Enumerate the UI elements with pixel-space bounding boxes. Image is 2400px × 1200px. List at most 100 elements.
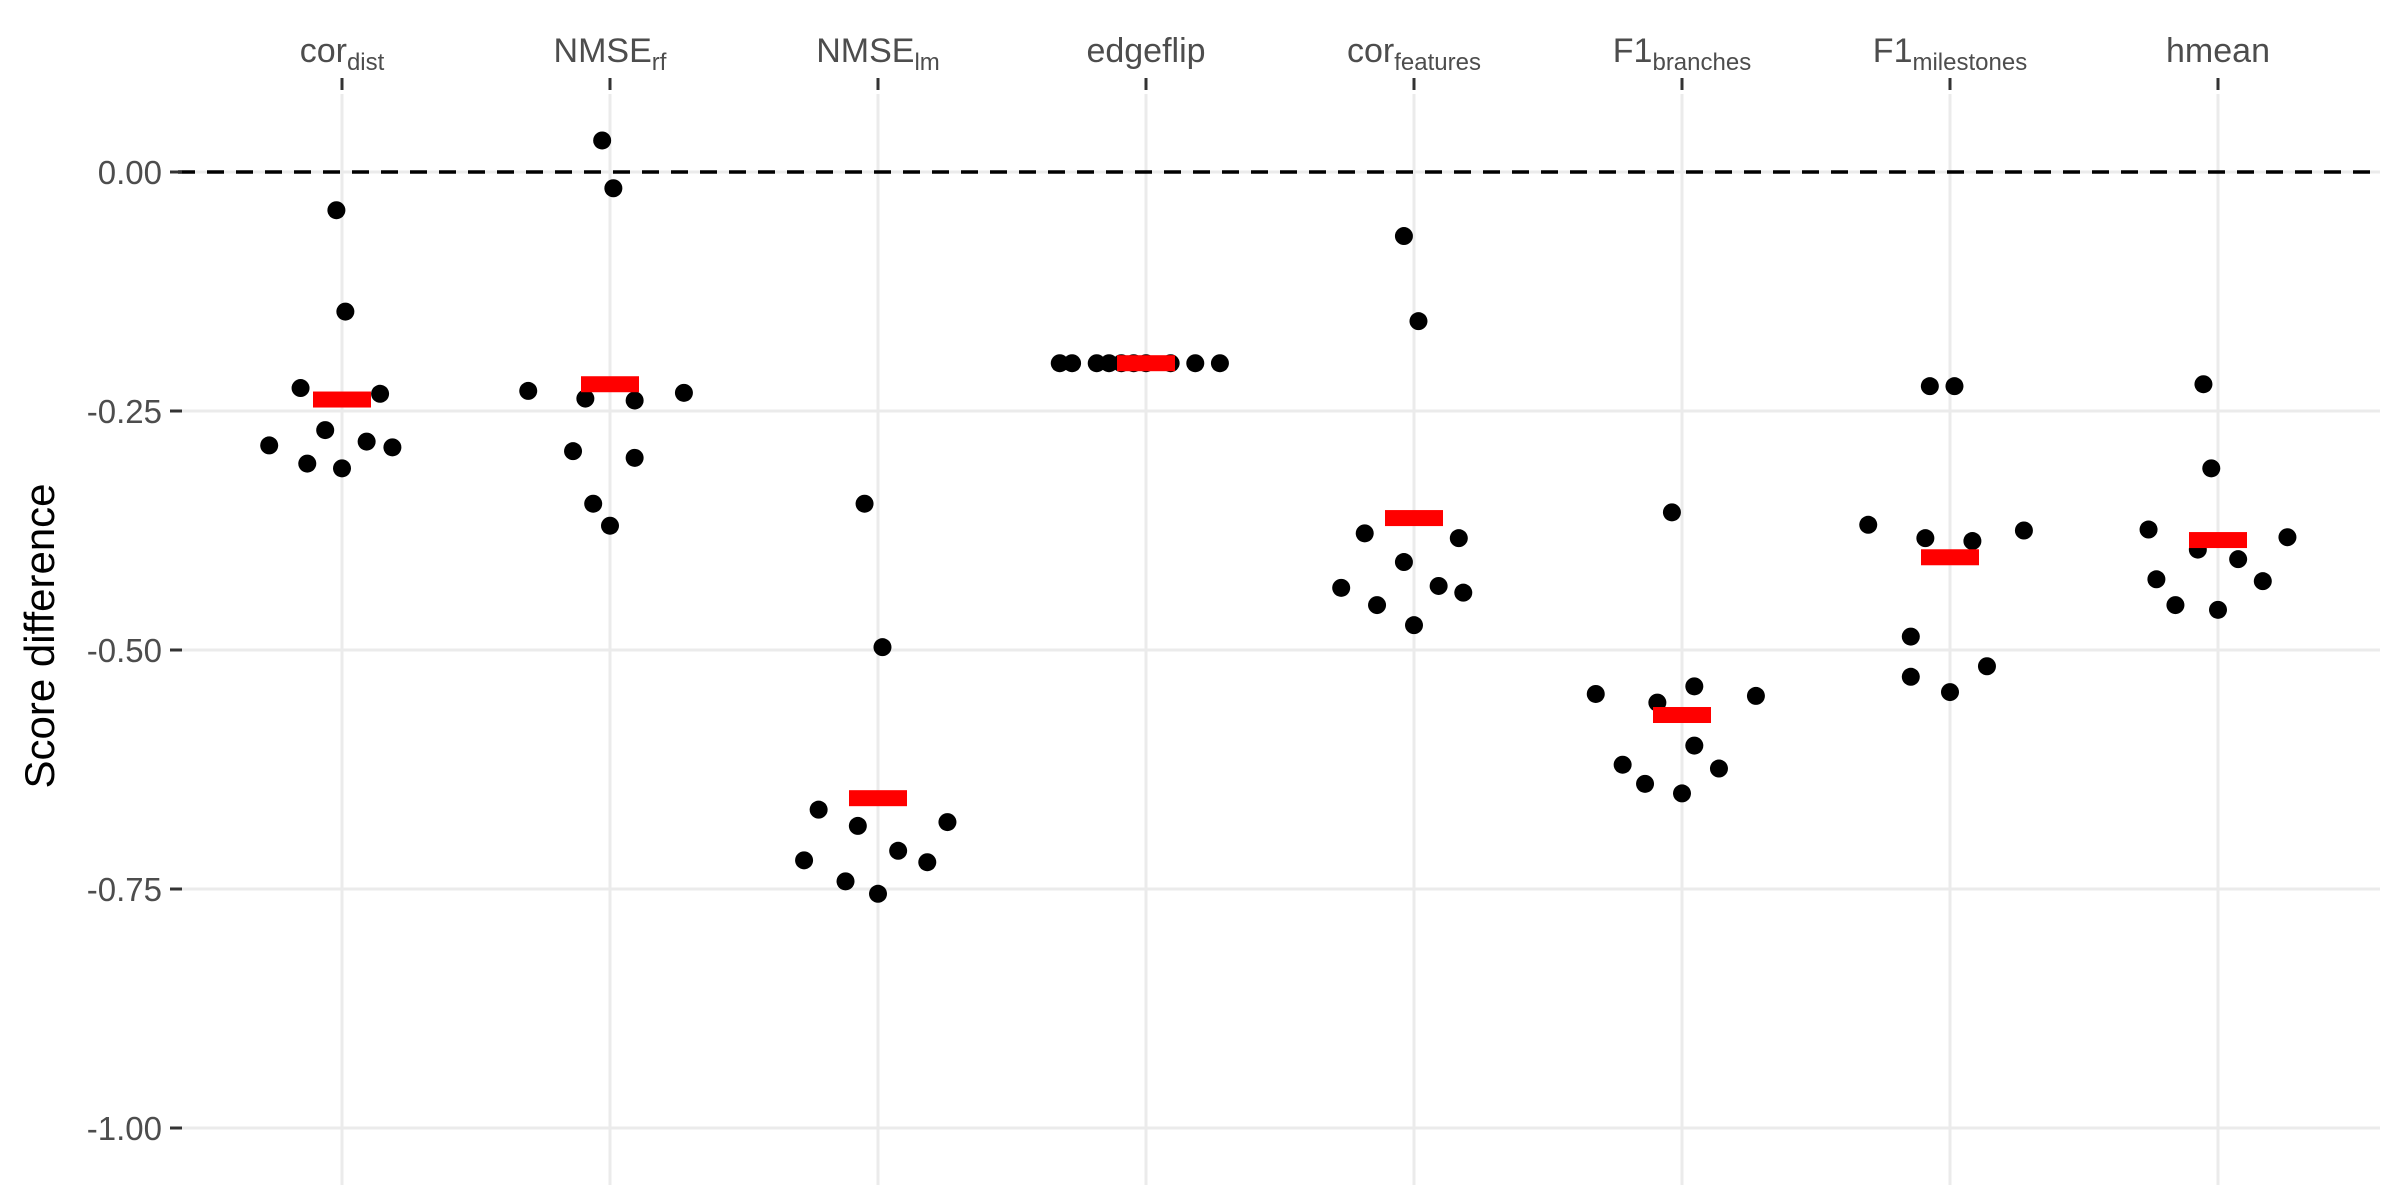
mean-bar xyxy=(2189,532,2247,549)
data-point xyxy=(1685,736,1704,755)
data-point xyxy=(1409,312,1428,331)
data-point xyxy=(1613,755,1632,774)
data-point xyxy=(1394,227,1413,246)
x-tick-label-edgeflip: edgeflip xyxy=(1086,32,1205,70)
x-tick-label-nmse-rf: NMSErf xyxy=(554,32,667,76)
data-point xyxy=(1662,503,1681,522)
data-point xyxy=(1941,683,1959,702)
data-point xyxy=(1368,596,1387,615)
data-point xyxy=(1673,784,1691,803)
data-point xyxy=(2209,600,2227,619)
y-tick-label: -0.25 xyxy=(87,393,162,430)
data-point xyxy=(1087,354,1106,373)
mean-bar xyxy=(313,391,371,408)
data-point xyxy=(1210,354,1229,373)
data-point xyxy=(2229,550,2248,569)
mean-markers xyxy=(313,355,2247,807)
mean-bar xyxy=(1921,549,1979,566)
data-point xyxy=(2278,528,2297,547)
x-axis-top: cordist NMSErf NMSElm edgeflip corfeatures F1… xyxy=(300,32,2270,90)
data-point xyxy=(298,454,317,473)
mean-bar xyxy=(581,376,639,393)
mean-bar xyxy=(1653,707,1711,724)
data-point xyxy=(333,459,351,478)
grid-lines xyxy=(178,94,2380,1185)
data-points xyxy=(260,131,2297,903)
data-point xyxy=(1685,677,1704,696)
data-point xyxy=(1586,684,1605,703)
data-point xyxy=(519,381,538,400)
data-point xyxy=(674,383,693,402)
data-point xyxy=(1050,354,1069,373)
data-point xyxy=(1100,354,1119,373)
x-tick-label-f1-milestones: F1milestones xyxy=(1873,32,2027,76)
data-point xyxy=(869,884,887,903)
mean-bar xyxy=(1117,355,1175,372)
data-point xyxy=(938,813,957,832)
data-point xyxy=(1186,354,1205,373)
data-point xyxy=(1429,576,1448,595)
data-point xyxy=(357,432,376,451)
data-point xyxy=(1916,529,1935,548)
x-tick-label-f1-branches: F1branches xyxy=(1613,32,1751,76)
data-point xyxy=(2147,570,2166,589)
data-point xyxy=(584,494,603,513)
data-point xyxy=(2014,521,2033,540)
data-point xyxy=(564,442,583,461)
data-point xyxy=(848,816,867,835)
data-point xyxy=(336,302,355,321)
data-point xyxy=(809,800,828,819)
data-point xyxy=(1405,616,1423,635)
data-point xyxy=(1746,686,1765,705)
data-point xyxy=(1449,529,1468,548)
data-point xyxy=(918,853,937,872)
data-point xyxy=(1063,354,1082,373)
data-point xyxy=(1859,515,1878,534)
data-point xyxy=(625,448,644,467)
data-point xyxy=(383,438,402,457)
data-point xyxy=(593,131,612,150)
mean-bar xyxy=(849,790,907,807)
x-tick-label-hmean: hmean xyxy=(2166,32,2270,70)
data-point xyxy=(1636,774,1655,793)
x-tick-label-cor-dist: cordist xyxy=(300,32,385,76)
data-point xyxy=(1332,578,1351,597)
data-point xyxy=(2139,520,2158,539)
data-point xyxy=(1901,667,1920,686)
y-tick-label: -0.75 xyxy=(87,871,162,908)
data-point xyxy=(1963,532,1982,551)
data-point xyxy=(855,494,874,513)
data-point xyxy=(604,179,623,198)
data-point xyxy=(2194,375,2213,394)
data-point xyxy=(836,872,855,891)
data-point xyxy=(2166,596,2185,615)
y-axis-title: Score difference xyxy=(16,483,63,788)
data-point xyxy=(625,391,644,410)
data-point xyxy=(1355,524,1374,543)
data-point xyxy=(889,841,908,860)
y-tick-label: -0.50 xyxy=(87,632,162,669)
x-tick-label-nmse-lm: NMSElm xyxy=(816,32,940,76)
y-tick-label: -1.00 xyxy=(87,1110,162,1147)
data-point xyxy=(260,436,279,455)
mean-bar xyxy=(1385,510,1443,527)
data-point xyxy=(1920,377,1939,396)
data-point xyxy=(873,638,892,657)
data-point xyxy=(1901,627,1920,646)
y-tick-label: 0.00 xyxy=(98,154,162,191)
data-point xyxy=(795,851,814,870)
data-point xyxy=(1945,377,1964,396)
data-point xyxy=(371,384,390,403)
data-point xyxy=(2253,572,2272,591)
data-point xyxy=(1454,583,1473,602)
x-tick-label-cor-features: corfeatures xyxy=(1347,32,1481,76)
data-point xyxy=(1977,657,1996,676)
data-point xyxy=(316,421,335,440)
data-point xyxy=(601,516,619,535)
data-point xyxy=(1394,553,1413,572)
data-point xyxy=(291,379,310,398)
data-point xyxy=(1709,759,1728,778)
data-point xyxy=(576,389,595,408)
data-point xyxy=(327,201,346,220)
